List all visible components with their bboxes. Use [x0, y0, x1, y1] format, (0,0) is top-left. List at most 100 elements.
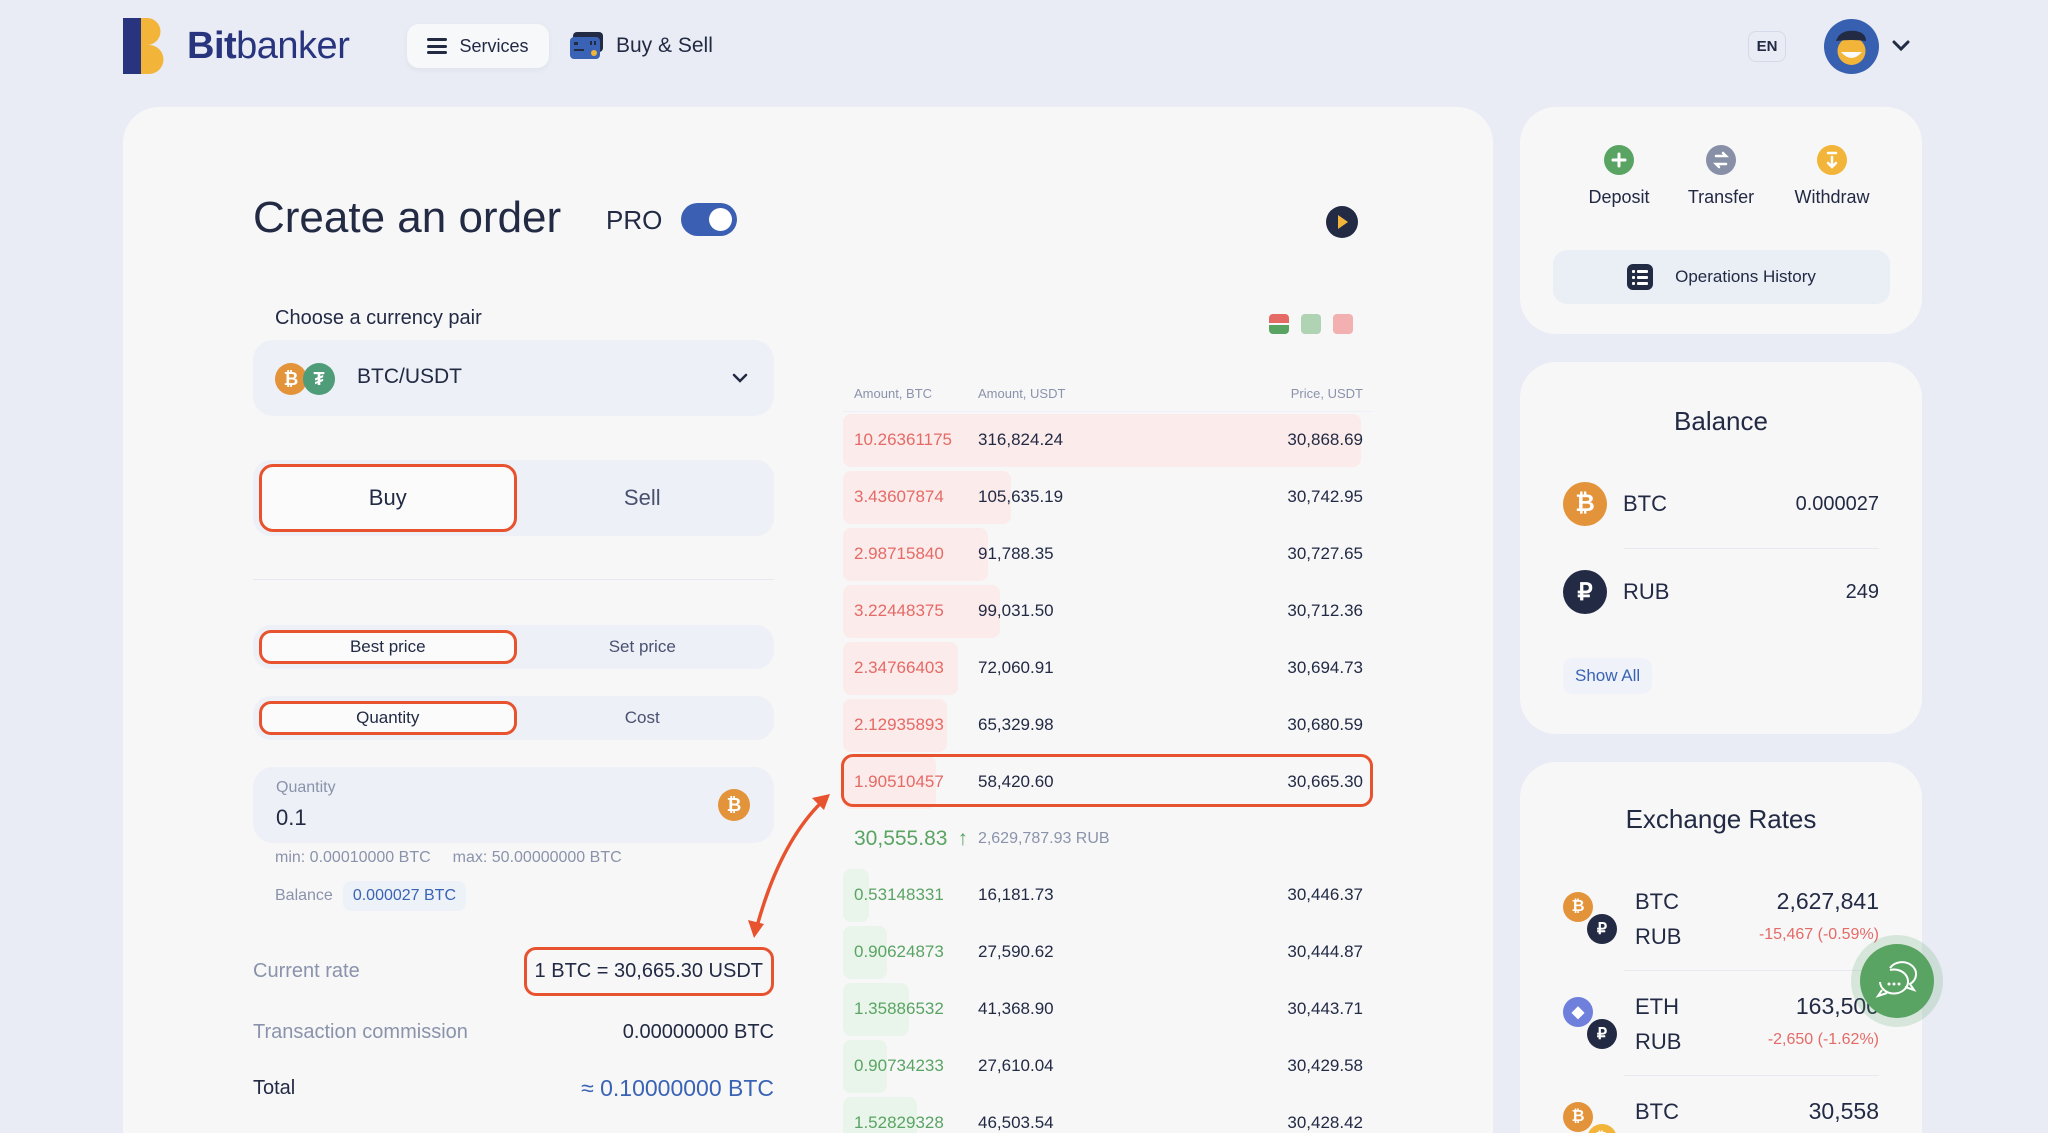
balance-row-btc[interactable]: ₿ BTC 0.000027: [1563, 482, 1879, 526]
bid-row[interactable]: 0.90624873 27,590.62 30,444.87: [843, 924, 1373, 981]
orderbook-view-toggles: [1269, 314, 1353, 334]
user-avatar[interactable]: [1824, 19, 1879, 74]
mid-price-value: 30,555.83: [854, 827, 948, 850]
bid-row[interactable]: 0.90734233 27,610.04 30,429.58: [843, 1038, 1373, 1095]
chevron-down-icon: [732, 373, 748, 383]
quantity-limits: min: 0.00010000 BTC max: 50.00000000 BTC: [275, 849, 622, 867]
view-bids-icon[interactable]: [1301, 314, 1321, 334]
col-price-usdt: Price, USDT: [1290, 386, 1363, 401]
sell-tab[interactable]: Sell: [623, 485, 661, 510]
commission-row: Transaction commission 0.00000000 BTC: [253, 1021, 774, 1044]
rub-coin-icon: ₽: [1587, 1019, 1617, 1049]
deposit-button[interactable]: Deposit: [1564, 145, 1674, 208]
cost-tab[interactable]: Cost: [624, 708, 660, 727]
rub-coin-icon: ₽: [1587, 914, 1617, 944]
transfer-arrows-icon: [1706, 145, 1736, 175]
rate-row-btc-usdt[interactable]: ₿ ₿ BTCUSDT 30,558: [1563, 1094, 1879, 1133]
buy-sell-label: Buy & Sell: [616, 34, 713, 57]
order-book: Amount, BTC Amount, USDT Price, USDT 10.…: [841, 372, 1373, 1133]
create-order-card: Create an order PRO Choose a currency pa…: [123, 107, 1493, 1133]
buy-sell-segmented: Buy Sell: [253, 460, 774, 536]
services-button[interactable]: Services: [407, 24, 549, 68]
max-limit: max: 50.00000000 BTC: [452, 849, 622, 866]
bitbanker-logo[interactable]: Bitbanker: [123, 18, 350, 74]
total-label: Total: [253, 1077, 296, 1099]
transfer-button[interactable]: Transfer: [1666, 145, 1776, 208]
amount-mode-segmented: Quantity Cost: [253, 696, 774, 740]
currency-pair-label: Choose a currency pair: [275, 307, 482, 329]
list-icon: [1627, 264, 1654, 290]
bid-row[interactable]: 0.53148331 16,181.73 30,446.37: [843, 867, 1373, 924]
currency-pair-select[interactable]: ₿ ₮ BTC/USDT: [253, 340, 774, 416]
commission-label: Transaction commission: [253, 1021, 468, 1043]
total-row: Total ≈ 0.10000000 BTC: [253, 1075, 774, 1102]
quantity-input[interactable]: [276, 805, 676, 831]
order-book-header: Amount, BTC Amount, USDT Price, USDT: [843, 372, 1373, 412]
exchange-rates-card: Exchange Rates ₿ ₽ BTC RUB 2,627,841 -15,…: [1520, 762, 1922, 1133]
price-type-segmented: Best price Set price: [253, 625, 774, 669]
btc-coin-icon: ₿: [275, 363, 307, 395]
language-switcher[interactable]: EN: [1748, 31, 1786, 62]
currency-pair-value: BTC/USDT: [357, 365, 462, 388]
rates-title: Exchange Rates: [1625, 804, 1817, 834]
eth-coin-icon: ◆: [1563, 997, 1593, 1027]
commission-value: 0.00000000 BTC: [622, 1021, 774, 1043]
buy-sell-link[interactable]: Buy & Sell: [570, 24, 713, 68]
operations-history-button[interactable]: Operations History: [1553, 250, 1890, 304]
mid-price: 30,555.83 ↑ 2,629,787.93 RUB: [843, 811, 1373, 867]
view-both-icon[interactable]: [1269, 314, 1289, 334]
ask-row[interactable]: 3.22448375 99,031.50 30,712.36: [843, 583, 1373, 640]
view-asks-icon[interactable]: [1333, 314, 1353, 334]
chat-bubbles-icon: [1875, 961, 1917, 998]
col-amount-usdt: Amount, USDT: [978, 386, 1066, 401]
row-divider: [1624, 1075, 1879, 1076]
secondary-coin-icon: ₿: [1587, 1124, 1617, 1133]
wallet-actions-card: Deposit Transfer Withdraw Operations His…: [1520, 107, 1922, 334]
chevron-down-icon[interactable]: [1890, 35, 1912, 57]
ask-row[interactable]: 3.43607874 105,635.19 30,742.95: [843, 469, 1373, 526]
play-tutorial-icon[interactable]: [1326, 206, 1358, 238]
arrow-up-icon: ↑: [957, 827, 968, 850]
ask-row[interactable]: 2.12935893 65,329.98 30,680.59: [843, 697, 1373, 754]
wallet-card-icon: [570, 32, 603, 59]
annotation-arrow-icon: [748, 794, 830, 938]
ask-row[interactable]: 2.34766403 72,060.91 30,694.73: [843, 640, 1373, 697]
buy-tab[interactable]: Buy: [259, 464, 517, 532]
quantity-field-label: Quantity: [276, 779, 336, 796]
col-amount-btc: Amount, BTC: [854, 386, 933, 401]
logo-mark-icon: [123, 18, 164, 74]
balance-label: Balance: [275, 887, 333, 904]
logo-text: Bitbanker: [187, 24, 350, 67]
withdraw-arrow-icon: [1817, 145, 1847, 175]
pro-label: PRO: [606, 205, 663, 235]
balance-row-rub[interactable]: ₽ RUB 249: [1563, 570, 1879, 614]
rate-row-eth-rub[interactable]: ◆ ₽ ETH RUB 163,500 -2,650 (-1.62%): [1563, 989, 1879, 1069]
section-divider: [253, 579, 774, 580]
ask-row[interactable]: 10.26361175 316,824.24 30,868.69: [843, 412, 1373, 469]
row-divider: [1624, 548, 1879, 549]
min-limit: min: 0.00010000 BTC: [275, 849, 431, 866]
quantity-field[interactable]: Quantity ₿: [253, 767, 774, 843]
rub-coin-icon: ₽: [1563, 570, 1607, 614]
bid-row[interactable]: 1.52829328 46,503.54 30,428.42: [843, 1095, 1373, 1133]
show-all-button[interactable]: Show All: [1563, 658, 1653, 694]
bid-row[interactable]: 1.35886532 41,368.90 30,443.71: [843, 981, 1373, 1038]
btc-coin-icon: ₿: [1563, 482, 1607, 526]
support-chat-button[interactable]: [1851, 935, 1943, 1027]
set-price-tab[interactable]: Set price: [608, 637, 676, 656]
withdraw-button[interactable]: Withdraw: [1777, 145, 1887, 208]
current-rate-label: Current rate: [253, 960, 360, 982]
quantity-tab[interactable]: Quantity: [259, 701, 517, 735]
page-title: Create an order: [253, 193, 562, 242]
highlight-frame: [841, 754, 1373, 807]
ask-row[interactable]: 2.98715840 91,788.35 30,727.65: [843, 526, 1373, 583]
rate-row-btc-rub[interactable]: ₿ ₽ BTC RUB 2,627,841 -15,467 (-0.59%): [1563, 884, 1879, 964]
balance-chip[interactable]: 0.000027 BTC: [342, 881, 467, 911]
mid-price-rub: 2,629,787.93 RUB: [977, 830, 1110, 847]
btc-coin-icon: ₿: [1563, 1102, 1593, 1132]
hamburger-menu-icon: [427, 38, 448, 54]
ask-row-highlighted[interactable]: 1.90510457 58,420.60 30,665.30: [841, 754, 1373, 811]
best-price-tab[interactable]: Best price: [259, 630, 517, 664]
current-rate-row: Current rate 1 BTC = 30,665.30 USDT: [253, 947, 774, 996]
pro-toggle[interactable]: [681, 203, 737, 236]
